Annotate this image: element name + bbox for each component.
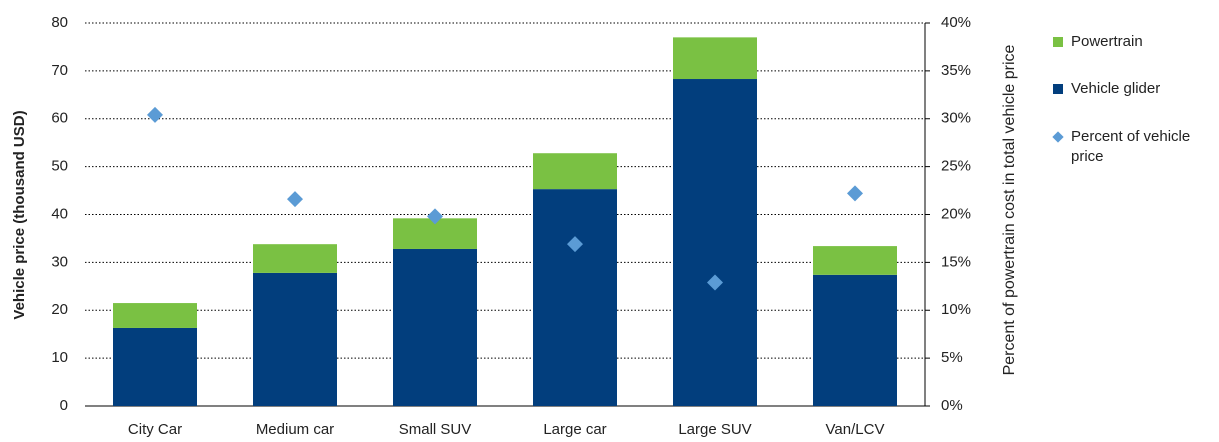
diamond-marker xyxy=(567,236,583,253)
y2-tick-label: 10% xyxy=(941,301,971,318)
y2-tick-label: 30% xyxy=(941,110,971,127)
legend-swatch xyxy=(1053,37,1063,47)
y2-tick-label: 40% xyxy=(941,14,971,31)
y2-tick-label: 0% xyxy=(941,397,963,414)
bar-segment xyxy=(533,153,617,190)
y2-tick-label: 35% xyxy=(941,62,971,79)
bar-segment xyxy=(113,303,197,328)
bar-segment xyxy=(253,244,337,273)
x-tick-label: Medium car xyxy=(256,421,334,438)
y2-axis-label: Percent of powertrain cost in total vehi… xyxy=(1001,44,1018,376)
bar-segment xyxy=(813,246,897,275)
y-tick-label: 60 xyxy=(51,110,68,127)
bar-segment xyxy=(673,79,757,407)
y-tick-label: 80 xyxy=(51,14,68,31)
y2-tick-label: 5% xyxy=(941,349,963,366)
y-tick-label: 10 xyxy=(51,349,68,366)
diamond-marker xyxy=(847,185,863,202)
x-tick-label: Van/LCV xyxy=(826,421,885,438)
x-tick-label: City Car xyxy=(128,421,182,438)
diamond-marker xyxy=(287,191,303,208)
y2-tick-label: 15% xyxy=(941,253,971,270)
bar-segment xyxy=(253,272,337,406)
y-tick-label: 20 xyxy=(51,301,68,318)
bar-segment xyxy=(673,37,757,80)
x-tick-label: Small SUV xyxy=(399,421,472,438)
y-tick-label: 40 xyxy=(51,205,68,222)
diamond-marker xyxy=(147,106,163,123)
y-tick-label: 70 xyxy=(51,62,68,79)
legend-label: Percent of vehicle price xyxy=(1071,128,1191,165)
legend-swatch xyxy=(1053,84,1063,94)
y2-tick-label: 20% xyxy=(941,205,971,222)
bar-segment xyxy=(113,327,197,406)
bar-segment xyxy=(393,248,477,406)
x-tick-label: Large car xyxy=(543,421,606,438)
legend-label: Vehicle glider xyxy=(1071,80,1161,97)
x-tick-label: Large SUV xyxy=(678,421,751,438)
y-tick-label: 0 xyxy=(60,397,68,414)
bar-segment xyxy=(533,189,617,406)
y2-tick-label: 25% xyxy=(941,158,971,175)
diamond-marker xyxy=(707,274,723,291)
bar-segment xyxy=(813,274,897,406)
y-tick-label: 50 xyxy=(51,158,68,175)
legend-label: Powertrain xyxy=(1071,33,1143,50)
diamond-marker xyxy=(427,208,443,225)
y-tick-label: 30 xyxy=(51,253,68,270)
y-axis-label: Vehicle price (thousand USD) xyxy=(11,110,28,319)
